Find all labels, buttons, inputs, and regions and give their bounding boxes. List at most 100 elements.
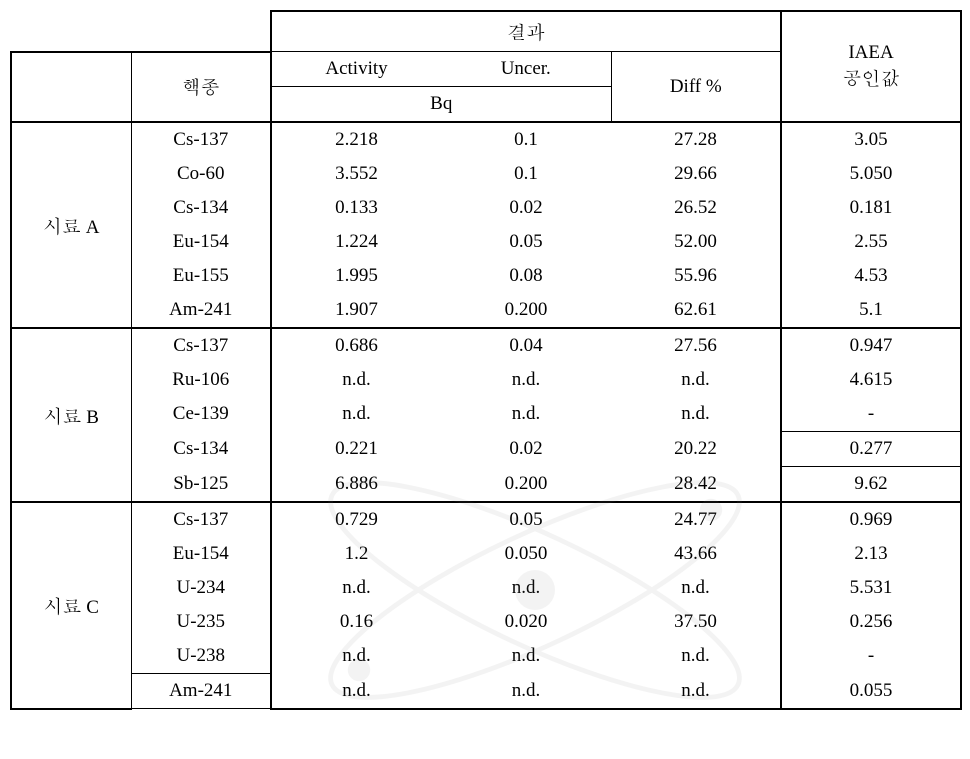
activity-cell: 1.2 [271, 537, 441, 571]
table-row: U-238n.d.n.d.n.d.- [11, 639, 961, 674]
activity-cell: n.d. [271, 571, 441, 605]
uncer-cell: 0.08 [441, 259, 611, 293]
activity-cell: n.d. [271, 397, 441, 432]
nuclide-cell: U-234 [131, 571, 271, 605]
ref-cell: 2.13 [781, 537, 961, 571]
table-row: Cs-1340.2210.0220.220.277 [11, 432, 961, 467]
diff-cell: 27.56 [611, 328, 781, 363]
nuclide-cell: Eu-154 [131, 225, 271, 259]
diff-cell: n.d. [611, 571, 781, 605]
table-row: Am-2411.9070.20062.615.1 [11, 293, 961, 328]
header-bq: Bq [271, 87, 611, 123]
activity-cell: 3.552 [271, 157, 441, 191]
diff-cell: n.d. [611, 674, 781, 709]
ref-cell: 9.62 [781, 467, 961, 503]
diff-cell: 27.28 [611, 122, 781, 157]
uncer-cell: n.d. [441, 397, 611, 432]
header-ref-line2: 공인값 [784, 64, 958, 91]
activity-cell: 2.218 [271, 122, 441, 157]
diff-cell: 20.22 [611, 432, 781, 467]
header-activity: Activity [271, 52, 441, 87]
nuclide-cell: Eu-155 [131, 259, 271, 293]
uncer-cell: 0.1 [441, 157, 611, 191]
nuclide-cell: Cs-134 [131, 191, 271, 225]
uncer-cell: 0.02 [441, 432, 611, 467]
nuclide-cell: Cs-137 [131, 122, 271, 157]
nuclide-cell: Cs-137 [131, 328, 271, 363]
ref-cell: 4.53 [781, 259, 961, 293]
activity-cell: 0.729 [271, 502, 441, 537]
uncer-cell: 0.05 [441, 502, 611, 537]
table-row: 시료 CCs-1370.7290.0524.770.969 [11, 502, 961, 537]
header-reference: IAEA 공인값 [781, 11, 961, 122]
table-row: U-234n.d.n.d.n.d.5.531 [11, 571, 961, 605]
nuclide-cell: Eu-154 [131, 537, 271, 571]
sample-label: 시료 C [11, 502, 131, 709]
ref-cell: 0.969 [781, 502, 961, 537]
activity-cell: n.d. [271, 674, 441, 709]
table-row: U-2350.160.02037.500.256 [11, 605, 961, 639]
uncer-cell: 0.05 [441, 225, 611, 259]
table-row: 시료 BCs-1370.6860.0427.560.947 [11, 328, 961, 363]
diff-cell: 24.77 [611, 502, 781, 537]
activity-cell: 0.16 [271, 605, 441, 639]
header-uncer: Uncer. [441, 52, 611, 87]
uncer-cell: 0.02 [441, 191, 611, 225]
header-results: 결과 [271, 11, 781, 52]
activity-cell: 0.686 [271, 328, 441, 363]
table-container: 결과 IAEA 공인값 핵종 Activity Uncer. Diff % Bq… [10, 10, 960, 710]
ref-cell: 5.050 [781, 157, 961, 191]
uncer-cell: n.d. [441, 363, 611, 397]
diff-cell: 52.00 [611, 225, 781, 259]
diff-cell: 37.50 [611, 605, 781, 639]
nuclide-cell: Am-241 [131, 674, 271, 709]
nuclide-cell: Am-241 [131, 293, 271, 328]
diff-cell: 26.52 [611, 191, 781, 225]
header-ref-line1: IAEA [784, 42, 958, 64]
table-row: Co-603.5520.129.665.050 [11, 157, 961, 191]
data-table: 결과 IAEA 공인값 핵종 Activity Uncer. Diff % Bq… [10, 10, 962, 710]
uncer-cell: 0.04 [441, 328, 611, 363]
ref-cell: 0.947 [781, 328, 961, 363]
diff-cell: n.d. [611, 363, 781, 397]
nuclide-cell: Sb-125 [131, 467, 271, 503]
header-diff: Diff % [611, 52, 781, 123]
diff-cell: 43.66 [611, 537, 781, 571]
sample-label: 시료 A [11, 122, 131, 328]
diff-cell: 62.61 [611, 293, 781, 328]
uncer-cell: n.d. [441, 571, 611, 605]
ref-cell: 0.277 [781, 432, 961, 467]
ref-cell: 5.1 [781, 293, 961, 328]
diff-cell: n.d. [611, 397, 781, 432]
nuclide-cell: Cs-137 [131, 502, 271, 537]
activity-cell: 1.907 [271, 293, 441, 328]
uncer-cell: n.d. [441, 674, 611, 709]
ref-cell: 2.55 [781, 225, 961, 259]
table-row: Am-241n.d.n.d.n.d.0.055 [11, 674, 961, 709]
nuclide-cell: Ce-139 [131, 397, 271, 432]
ref-cell: 0.256 [781, 605, 961, 639]
ref-cell: 0.181 [781, 191, 961, 225]
uncer-cell: 0.200 [441, 293, 611, 328]
nuclide-cell: Ru-106 [131, 363, 271, 397]
activity-cell: 0.221 [271, 432, 441, 467]
activity-cell: n.d. [271, 363, 441, 397]
activity-cell: 1.995 [271, 259, 441, 293]
table-row: Ce-139n.d.n.d.n.d.- [11, 397, 961, 432]
uncer-cell: 0.200 [441, 467, 611, 503]
uncer-cell: 0.020 [441, 605, 611, 639]
activity-cell: 6.886 [271, 467, 441, 503]
activity-cell: 1.224 [271, 225, 441, 259]
nuclide-cell: U-238 [131, 639, 271, 674]
table-row: Eu-1541.2240.0552.002.55 [11, 225, 961, 259]
diff-cell: 29.66 [611, 157, 781, 191]
table-row: Eu-1541.20.05043.662.13 [11, 537, 961, 571]
table-row: Sb-1256.8860.20028.429.62 [11, 467, 961, 503]
uncer-cell: 0.1 [441, 122, 611, 157]
diff-cell: 28.42 [611, 467, 781, 503]
table-row: Cs-1340.1330.0226.520.181 [11, 191, 961, 225]
nuclide-cell: Co-60 [131, 157, 271, 191]
ref-cell: 5.531 [781, 571, 961, 605]
table-row: Eu-1551.9950.0855.964.53 [11, 259, 961, 293]
uncer-cell: n.d. [441, 639, 611, 674]
